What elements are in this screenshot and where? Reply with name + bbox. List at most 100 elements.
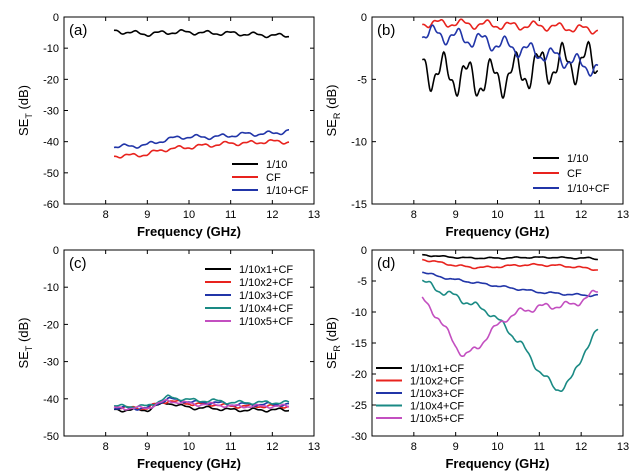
- y-tick-label: -20: [43, 319, 59, 331]
- y-axis-label-subscript: R: [332, 345, 342, 352]
- y-tick-label: -5: [357, 276, 367, 288]
- y-axis-label-unit: (dB): [16, 85, 31, 113]
- legend: 1/10x1+CF1/10x2+CF1/10x3+CF1/10x4+CF1/10…: [376, 363, 464, 425]
- y-axis-label-subscript: R: [332, 112, 342, 119]
- legend: 1/10 CF 1/10+CF: [533, 153, 610, 195]
- series-line-1-10: [422, 40, 598, 99]
- x-tick-label: 11: [534, 441, 545, 453]
- x-tick-label: 9: [453, 441, 459, 453]
- legend: 1/10x1+CF1/10x2+CF1/10x3+CF1/10x4+CF1/10…: [205, 264, 293, 328]
- y-axis-label-main: SE: [16, 118, 31, 136]
- y-axis-label-unit: (dB): [16, 317, 31, 345]
- series-line-1-10x4-cf: [421, 279, 599, 392]
- y-tick-label: 0: [53, 12, 59, 24]
- legend-label: 1/10: [266, 159, 287, 171]
- y-tick-label: -10: [351, 137, 367, 149]
- legend-label: CF: [567, 168, 582, 180]
- series-line-1-10: [113, 28, 289, 39]
- x-axis-label: Frequency (GHz): [445, 456, 549, 471]
- x-axis-label: Frequency (GHz): [137, 224, 241, 239]
- y-tick-label: -30: [43, 106, 59, 118]
- x-tick-label: 11: [225, 441, 236, 453]
- y-axis-label-subscript: T: [24, 113, 34, 119]
- legend-label: 1/10+CF: [567, 183, 610, 195]
- x-tick-label: 10: [491, 209, 503, 221]
- x-tick-label: 13: [308, 441, 320, 453]
- x-tick-label: 9: [144, 209, 150, 221]
- y-tick-label: -30: [43, 357, 59, 369]
- panel-c: 8 9 10 11 12 13 0 -10 -20 -30 -40 -50 Frequency (GHz…: [16, 245, 320, 471]
- y-tick-label: -20: [43, 74, 59, 86]
- panel-d: 8 9 10 11 12 13 0 -5 -10 -15 -20 -25 -30 Frequency (G…: [324, 245, 629, 471]
- panel-b: 8 9 10 11 12 13 0 -5 -10 -15 Frequency (GHz) SER (d…: [324, 12, 629, 239]
- legend-label: 1/10x3+CF: [239, 290, 293, 302]
- legend-label: 1/10x4+CF: [410, 401, 464, 413]
- y-tick-label: -15: [351, 338, 367, 350]
- series-line-1-10x5-cf: [421, 289, 599, 357]
- y-tick-label: -10: [43, 282, 59, 294]
- series-line-1-10x2-cf: [422, 258, 599, 271]
- series-line-1-10x4-cf: [113, 394, 290, 409]
- legend-label: 1/10x4+CF: [239, 303, 293, 315]
- x-tick-label: 13: [308, 209, 320, 221]
- legend-label: 1/10x1+CF: [239, 264, 293, 276]
- x-tick-label: 11: [225, 209, 236, 221]
- y-axis-label-subscript: T: [24, 345, 34, 351]
- legend-label: 1/10x2+CF: [239, 277, 293, 289]
- y-tick-label: -5: [357, 74, 367, 86]
- series-line-1-10-cf: [113, 129, 289, 149]
- panel-label: (a): [69, 22, 87, 39]
- x-tick-label: 9: [144, 441, 150, 453]
- panel-a: 8 9 10 11 12 13 0 -10 -20 -30 -40 -50 -60 Frequency (…: [16, 12, 320, 239]
- series-line-1-10x2-cf: [113, 399, 289, 411]
- y-tick-label: -20: [351, 369, 367, 381]
- y-tick-label: 0: [361, 245, 367, 257]
- series-line-cf: [114, 138, 290, 159]
- plot-frame: [371, 16, 624, 205]
- legend-label: 1/10x1+CF: [410, 363, 464, 375]
- y-axis-label-unit: (dB): [324, 84, 339, 112]
- y-tick-label: -30: [351, 431, 367, 443]
- y-tick-label: -10: [351, 307, 367, 319]
- series-line-1-10x1-cf: [114, 402, 289, 413]
- panel-label: (c): [69, 255, 87, 272]
- x-tick-label: 8: [411, 209, 417, 221]
- series-line-cf: [422, 18, 599, 35]
- y-tick-label: 0: [53, 245, 59, 257]
- y-axis-label-main: SE: [16, 351, 31, 369]
- x-tick-label: 13: [617, 209, 629, 221]
- x-tick-label: 10: [183, 209, 195, 221]
- y-tick-label: -10: [43, 43, 59, 55]
- series-line-1-10x3-cf: [422, 271, 599, 298]
- y-axis-label-main: SE: [324, 119, 339, 137]
- x-tick-label: 8: [103, 209, 109, 221]
- y-axis-label-main: SE: [324, 351, 339, 369]
- legend-label: 1/10x3+CF: [410, 388, 464, 400]
- x-tick-label: 12: [266, 441, 278, 453]
- x-tick-label: 8: [103, 441, 109, 453]
- x-axis-label: Frequency (GHz): [445, 224, 549, 239]
- legend-label: 1/10+CF: [266, 185, 309, 197]
- x-tick-label: 12: [575, 441, 587, 453]
- x-tick-label: 10: [183, 441, 195, 453]
- y-axis-label: SET (dB): [16, 85, 34, 136]
- x-tick-label: 12: [266, 209, 278, 221]
- x-tick-label: 9: [453, 209, 459, 221]
- y-axis-label: SET (dB): [16, 317, 34, 368]
- y-axis-label: SER (dB): [324, 317, 342, 369]
- y-tick-label: -40: [43, 137, 59, 149]
- y-tick-label: -50: [43, 168, 59, 180]
- panel-label: (d): [377, 255, 395, 272]
- y-tick-label: -50: [43, 431, 59, 443]
- x-tick-label: 8: [411, 441, 417, 453]
- legend-label: 1/10x2+CF: [410, 376, 464, 388]
- y-tick-label: -15: [351, 199, 367, 211]
- y-tick-label: -25: [351, 400, 367, 412]
- x-tick-label: 10: [491, 441, 503, 453]
- x-axis-label: Frequency (GHz): [137, 456, 241, 471]
- y-tick-label: -60: [43, 199, 59, 211]
- legend-label: 1/10: [567, 153, 588, 165]
- x-tick-label: 13: [617, 441, 629, 453]
